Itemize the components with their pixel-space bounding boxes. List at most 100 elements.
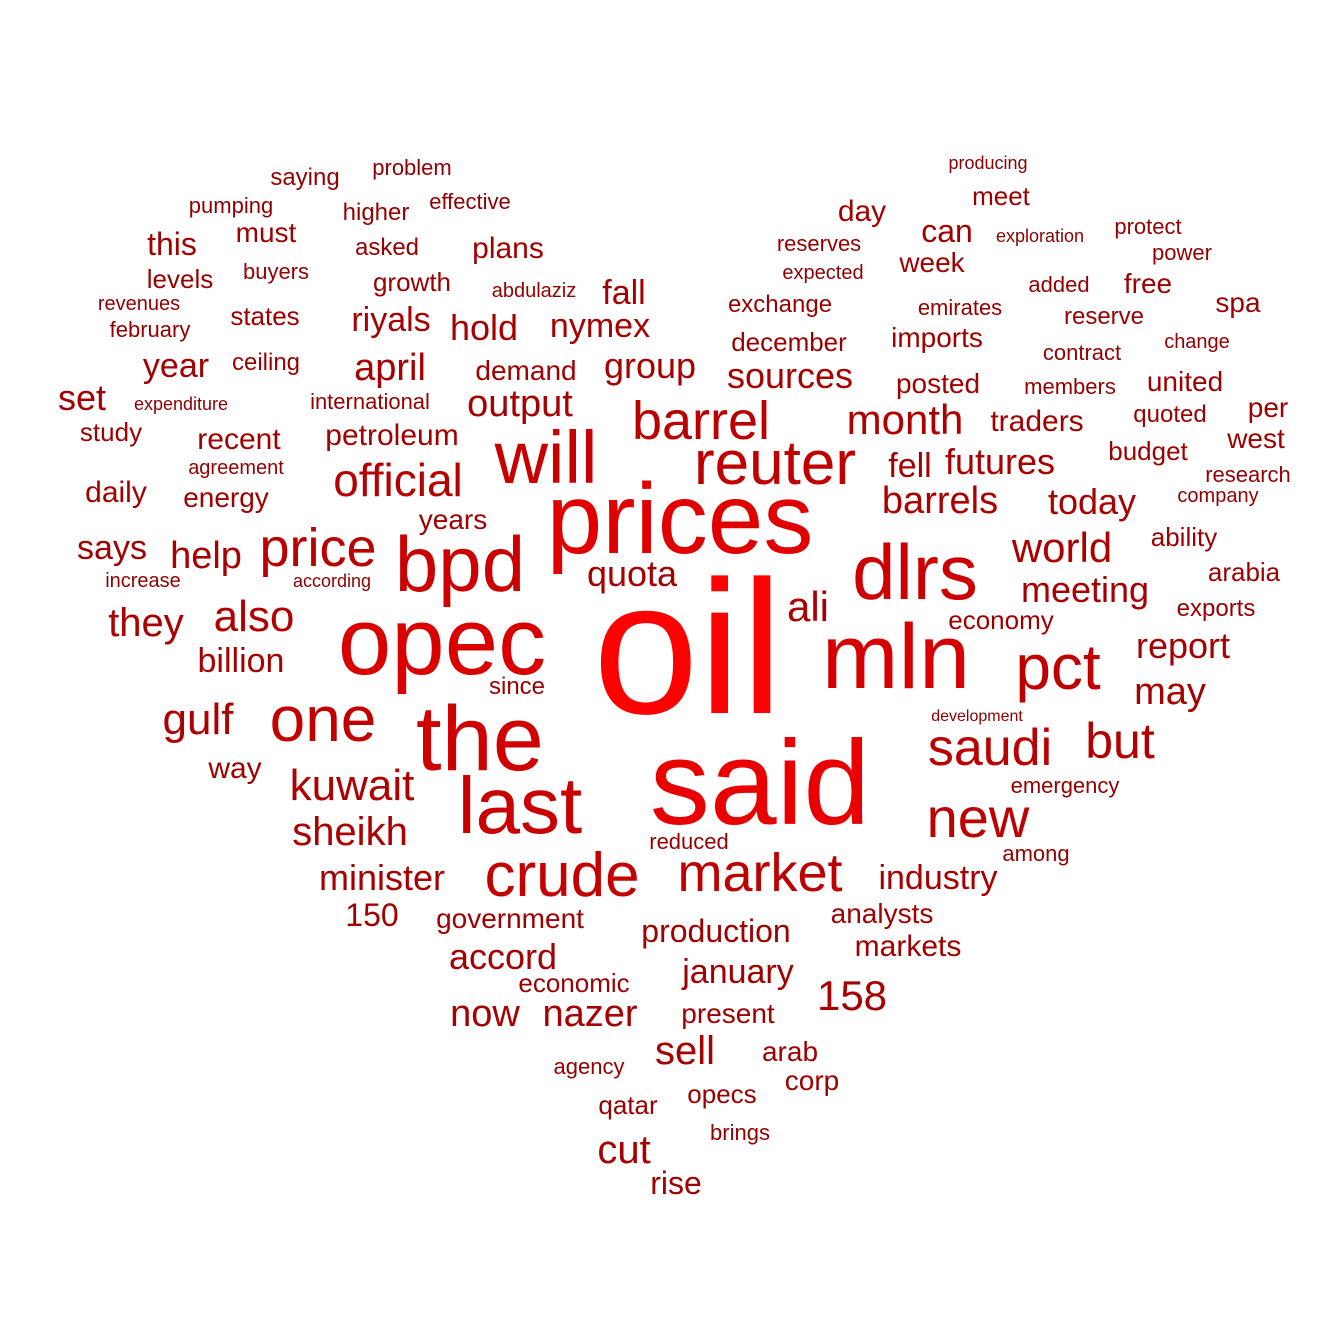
word-exploration: exploration: [995, 226, 1085, 246]
word-says: says: [77, 529, 147, 567]
word-exchange: exchange: [727, 291, 833, 318]
word-january: january: [682, 953, 794, 991]
word-saudi: saudi: [927, 719, 1053, 777]
word-imports: imports: [891, 322, 983, 353]
word-barrel: barrel: [631, 391, 771, 451]
word-market: market: [677, 843, 843, 903]
word-reduced: reduced: [649, 829, 729, 854]
word-day: day: [837, 195, 887, 228]
word-producing: producing: [948, 153, 1028, 173]
word-plans: plans: [472, 232, 544, 265]
word-ability: ability: [1150, 522, 1218, 552]
word-higher: higher: [342, 199, 410, 226]
word-now: now: [450, 993, 520, 1035]
word-spa: spa: [1215, 287, 1261, 318]
word-said: said: [649, 716, 871, 850]
word-ali: ali: [786, 583, 830, 630]
word-week: week: [899, 247, 965, 278]
word-cut: cut: [597, 1128, 651, 1172]
word-also: also: [213, 592, 295, 641]
word-emirates: emirates: [917, 295, 1003, 320]
word-effective: effective: [429, 189, 511, 214]
word-economy: economy: [948, 605, 1054, 635]
word-way: way: [208, 752, 262, 785]
word-official: official: [333, 454, 463, 506]
word-years: years: [418, 504, 488, 535]
word-change: change: [1164, 331, 1230, 353]
word-posted: posted: [895, 368, 981, 399]
word-but: but: [1085, 713, 1155, 769]
word-world: world: [1011, 524, 1113, 571]
word-arabia: arabia: [1207, 557, 1281, 587]
word-opec: opec: [337, 588, 547, 695]
word-among: among: [1002, 841, 1070, 866]
word-price: price: [259, 518, 377, 578]
word-nymex: nymex: [549, 307, 651, 345]
word-meeting: meeting: [1020, 569, 1150, 610]
word-exports: exports: [1176, 595, 1256, 622]
word-economic: economic: [518, 968, 630, 998]
word-abdulaziz: abdulaziz: [491, 280, 577, 302]
word-markets: markets: [854, 930, 962, 963]
word-output: output: [467, 383, 573, 425]
word-development: development: [931, 708, 1023, 725]
word-158: 158: [816, 972, 888, 1019]
word-demand: demand: [475, 355, 577, 386]
word-kuwait: kuwait: [289, 761, 415, 810]
word-one: one: [269, 683, 377, 755]
word-nazer: nazer: [542, 993, 638, 1035]
word-states: states: [230, 301, 300, 331]
word-150: 150: [345, 897, 399, 933]
word-prices: prices: [546, 463, 814, 575]
word-study: study: [79, 417, 143, 447]
word-expenditure: expenditure: [133, 394, 229, 414]
word-corp: corp: [784, 1065, 840, 1096]
word-this: this: [147, 226, 197, 262]
word-month: month: [846, 396, 964, 443]
word-ceiling: ceiling: [231, 349, 301, 376]
word-energy: energy: [183, 482, 269, 513]
word-sources: sources: [726, 355, 854, 396]
word-buyers: buyers: [242, 259, 310, 284]
word-barrels: barrels: [881, 480, 999, 522]
word-members: members: [1024, 374, 1116, 399]
word-the: the: [416, 688, 544, 790]
word-oil: oil: [592, 542, 784, 754]
word-pumping: pumping: [188, 193, 274, 218]
word-bpd: bpd: [394, 520, 526, 608]
word-february: february: [109, 317, 191, 342]
word-industry: industry: [878, 859, 998, 897]
word-report: report: [1135, 625, 1231, 666]
word-petroleum: petroleum: [325, 419, 459, 452]
word-international: international: [310, 389, 430, 414]
word-since: since: [488, 673, 546, 700]
word-present: present: [681, 998, 775, 1029]
word-year: year: [142, 347, 210, 385]
word-united: united: [1146, 366, 1224, 397]
word-agreement: agreement: [188, 457, 284, 479]
word-dlrs: dlrs: [852, 528, 978, 616]
word-can: can: [921, 213, 973, 249]
word-expected: expected: [782, 262, 864, 284]
word-today: today: [1047, 481, 1137, 522]
word-must: must: [235, 217, 297, 248]
word-power: power: [1152, 240, 1212, 265]
word-meet: meet: [972, 181, 1030, 211]
word-per: per: [1247, 392, 1289, 423]
word-production: production: [641, 913, 791, 949]
word-traders: traders: [990, 405, 1084, 438]
word-problem: problem: [372, 155, 452, 180]
word-april: april: [354, 347, 426, 389]
word-emergency: emergency: [1010, 773, 1120, 798]
word-saying: saying: [270, 164, 340, 191]
word-reserves: reserves: [776, 231, 862, 256]
word-company: company: [1177, 485, 1259, 507]
word-according: according: [292, 571, 372, 591]
word-agency: agency: [553, 1054, 625, 1079]
word-revenues: revenues: [97, 293, 181, 315]
word-quoted: quoted: [1133, 401, 1207, 428]
word-futures: futures: [944, 441, 1056, 482]
word-hold: hold: [449, 307, 519, 348]
word-last: last: [457, 761, 583, 850]
word-group: group: [603, 345, 697, 386]
